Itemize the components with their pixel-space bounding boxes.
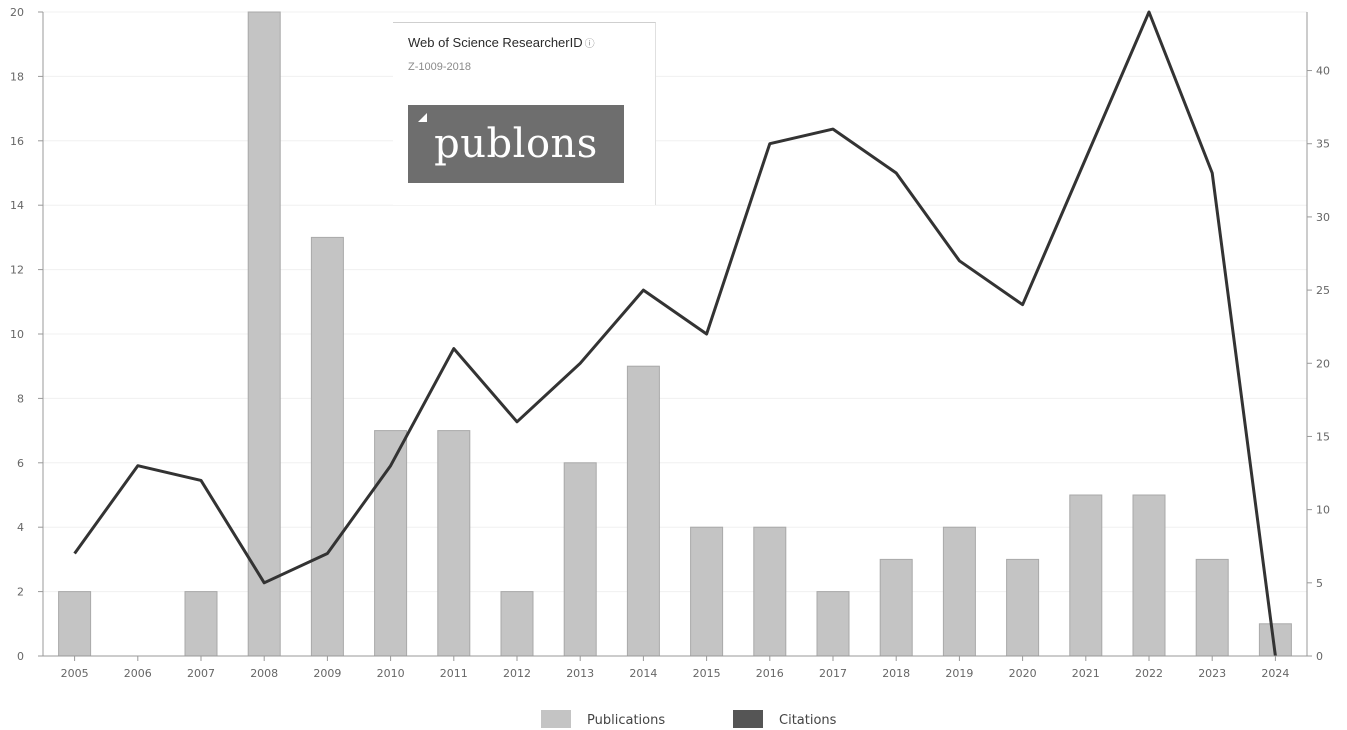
x-tick-label: 2018 [882,667,910,680]
x-axis-ticks: 2005 2006 2007 2008 2009 2010 2011 2012 2013 2014… [61,656,1289,680]
x-tick-label: 2009 [313,667,341,680]
right-axis-ticks: 0 5 10 15 20 25 30 35 40 [1307,65,1330,663]
left-tick-label: 14 [10,199,24,212]
x-tick-label: 2019 [945,667,973,680]
x-tick-label: 2012 [503,667,531,680]
info-icon[interactable]: ⓘ [584,39,595,50]
left-tick-label: 18 [10,70,24,83]
publication-bar [879,558,913,657]
publication-bar [626,365,660,657]
publication-bar [1132,494,1166,657]
publication-bar [1006,558,1040,657]
right-tick-label: 5 [1316,577,1323,590]
left-tick-label: 8 [17,392,24,405]
right-tick-label: 10 [1316,504,1330,517]
x-tick-label: 2013 [566,667,594,680]
legend-publications-swatch [541,710,571,728]
left-tick-label: 20 [10,6,24,19]
x-tick-label: 2023 [1198,667,1226,680]
left-axis-ticks: 0 2 4 6 8 10 12 14 16 18 20 [10,6,43,663]
publication-bar [247,11,281,657]
x-tick-label: 2014 [629,667,657,680]
x-tick-label: 2016 [756,667,784,680]
right-tick-label: 0 [1316,650,1323,663]
right-tick-label: 15 [1316,430,1330,443]
researcher-id-card: Web of Science ResearcherID ⓘ Z-1009-2018… [393,22,656,205]
publication-bar [310,236,344,657]
left-tick-label: 2 [17,586,24,599]
x-tick-label: 2007 [187,667,215,680]
citations-line [73,10,1277,657]
right-tick-label: 40 [1316,65,1330,78]
left-tick-label: 6 [17,457,24,470]
x-tick-label: 2008 [250,667,278,680]
researcher-id-value: Z-1009-2018 [408,61,471,73]
publication-bar [690,526,724,657]
x-tick-label: 2020 [1009,667,1037,680]
publication-bar [184,591,218,657]
x-tick-label: 2024 [1261,667,1289,680]
x-tick-label: 2006 [124,667,152,680]
x-tick-label: 2011 [440,667,468,680]
right-tick-label: 25 [1316,284,1330,297]
left-tick-label: 0 [17,650,24,663]
researcher-id-title-text: Web of Science ResearcherID [408,35,583,50]
legend: Publications Citations [541,710,837,728]
researcher-id-title: Web of Science ResearcherID ⓘ [408,35,595,50]
left-tick-label: 4 [17,521,24,534]
publication-bar [437,430,471,657]
x-tick-label: 2022 [1135,667,1163,680]
publication-bars [58,11,1292,657]
publication-bar [58,591,92,657]
publons-logo-text: publons [434,121,598,167]
x-tick-label: 2015 [693,667,721,680]
publication-bar [942,526,976,657]
publons-logo[interactable]: publons [408,105,624,183]
legend-publications-label: Publications [587,713,665,728]
right-tick-label: 35 [1316,138,1330,151]
right-tick-label: 20 [1316,357,1330,370]
publication-bar [816,591,850,657]
gridlines [43,11,1307,657]
publication-bar [1069,494,1103,657]
x-tick-label: 2021 [1072,667,1100,680]
x-tick-label: 2005 [61,667,89,680]
x-tick-label: 2010 [377,667,405,680]
legend-citations-swatch [733,710,763,728]
publication-bar [563,462,597,657]
legend-citations-label: Citations [779,713,837,728]
publons-logo-mark [418,113,427,122]
publication-bar [1195,558,1229,657]
left-tick-label: 12 [10,264,24,277]
right-tick-label: 30 [1316,211,1330,224]
left-tick-label: 10 [10,328,24,341]
x-tick-label: 2017 [819,667,847,680]
publication-bar [500,591,534,657]
left-tick-label: 16 [10,135,24,148]
publication-bar [753,526,787,657]
